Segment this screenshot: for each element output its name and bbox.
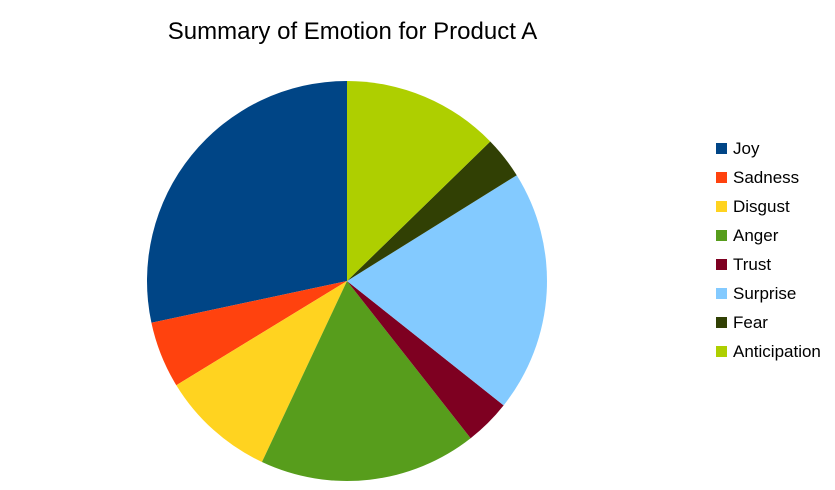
legend-swatch [716,143,727,154]
chart-title: Summary of Emotion for Product A [167,18,538,45]
legend-label: Disgust [733,196,790,216]
pie-slice-anticipation [347,81,491,281]
legend: Joy Sadness Disgust Anger Trust Surprise Fear A… [716,134,821,366]
legend-item-sadness: Sadness [716,163,821,192]
legend-item-surprise: Surprise [716,279,821,308]
pie-slice-fear [347,141,517,281]
legend-swatch [716,230,727,241]
legend-swatch [716,346,727,357]
legend-label: Surprise [733,283,797,303]
legend-label: Sadness [733,167,800,187]
pie-chart [147,81,547,481]
legend-swatch [716,259,727,270]
pie-slice-joy [147,81,347,323]
legend-swatch [716,172,727,183]
legend-item-joy: Joy [716,134,821,163]
legend-label: Anticipation [733,341,821,361]
legend-label: Anger [733,225,779,245]
legend-item-disgust: Disgust [716,192,821,221]
legend-label: Joy [733,138,760,158]
legend-item-anger: Anger [716,221,821,250]
pie-slice-anger [261,281,471,481]
pie-slice-surprise [347,175,547,406]
legend-swatch [716,288,727,299]
legend-item-trust: Trust [716,250,821,279]
legend-swatch [716,201,727,212]
pie-slice-trust [347,281,504,439]
pie-slice-disgust [176,281,347,463]
legend-item-fear: Fear [716,308,821,337]
legend-label: Fear [733,312,768,332]
legend-swatch [716,317,727,328]
pie-slice-sadness [151,281,347,386]
legend-item-anticipation: Anticipation [716,337,821,366]
legend-label: Trust [733,254,772,274]
